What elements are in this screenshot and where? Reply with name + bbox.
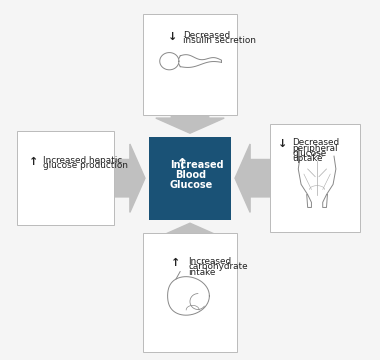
Text: uptake: uptake [293, 154, 323, 163]
Text: glucose: glucose [293, 149, 327, 158]
Polygon shape [156, 223, 224, 257]
Text: Increased: Increased [169, 159, 223, 170]
FancyBboxPatch shape [143, 233, 237, 352]
Text: Decreased: Decreased [183, 31, 230, 40]
Text: peripheral: peripheral [293, 144, 338, 153]
Text: carbohydrate: carbohydrate [188, 262, 248, 271]
Text: intake: intake [188, 268, 215, 277]
Text: ↑: ↑ [171, 258, 180, 268]
FancyBboxPatch shape [270, 124, 360, 232]
FancyBboxPatch shape [143, 14, 237, 115]
FancyBboxPatch shape [149, 137, 231, 220]
Polygon shape [235, 144, 273, 212]
Text: Decreased: Decreased [293, 138, 340, 147]
Text: Blood: Blood [176, 170, 207, 180]
Text: glucose production: glucose production [43, 161, 128, 170]
Polygon shape [107, 144, 145, 212]
Text: insulin secretion: insulin secretion [183, 36, 256, 45]
Text: Glucose: Glucose [169, 180, 213, 190]
Text: ↓: ↓ [278, 139, 288, 149]
FancyBboxPatch shape [17, 131, 114, 225]
Text: ↓: ↓ [168, 32, 177, 42]
Text: ↑: ↑ [29, 157, 38, 167]
Text: ↑: ↑ [175, 157, 187, 172]
Text: Increased hepatic: Increased hepatic [43, 156, 122, 165]
Text: Increased: Increased [188, 257, 231, 266]
Polygon shape [156, 99, 224, 133]
